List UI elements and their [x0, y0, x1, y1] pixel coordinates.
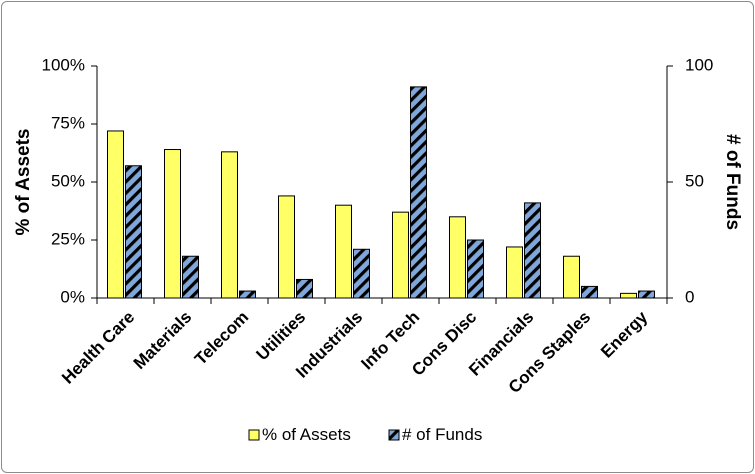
- bar-funds: [182, 255, 199, 299]
- bar-funds: [125, 165, 142, 299]
- right-axis-title: # of Funds: [722, 134, 743, 230]
- category-label: Energy: [597, 307, 652, 362]
- left-axis-title: % of Assets: [13, 129, 34, 236]
- left-tick-label: 25%: [51, 229, 85, 248]
- legend-swatch-funds: [388, 429, 400, 441]
- bar-assets: [563, 255, 580, 299]
- legend-swatch-assets: [248, 429, 260, 441]
- right-tick-label: 0: [685, 287, 694, 306]
- bar-assets: [164, 149, 181, 299]
- bar-funds: [410, 86, 427, 299]
- bar-assets: [620, 292, 637, 299]
- plot-area: 0% 25% 50% 75% 100% 0 50 100 Health CareMaterial…: [42, 55, 714, 397]
- bar-assets: [506, 246, 523, 299]
- right-tick-label: 50: [685, 171, 704, 190]
- bar-assets: [278, 195, 295, 299]
- left-tick-label: 75%: [51, 113, 85, 132]
- bar-assets: [392, 211, 409, 299]
- legend-label-assets: % of Assets: [262, 425, 351, 444]
- right-tick-label: 100: [685, 55, 713, 74]
- bar-assets: [221, 151, 238, 299]
- bar-funds: [296, 278, 313, 299]
- bar-assets: [335, 204, 352, 299]
- bar-assets: [449, 216, 466, 299]
- legend: % of Assets # of Funds: [248, 425, 482, 444]
- category-label: Telecom: [191, 307, 252, 368]
- bar-assets: [107, 130, 124, 299]
- bar-funds: [524, 202, 541, 299]
- legend-label-funds: # of Funds: [402, 425, 482, 444]
- left-tick-label: 0%: [60, 287, 85, 306]
- left-tick-label: 100%: [42, 55, 85, 74]
- bar-funds: [638, 290, 655, 299]
- bar-funds: [353, 248, 370, 299]
- left-tick-label: 50%: [51, 171, 85, 190]
- bar-funds: [581, 285, 598, 299]
- bar-funds: [239, 290, 256, 299]
- category-label: Utilities: [252, 307, 309, 364]
- bar-funds: [467, 239, 484, 299]
- category-label: Materials: [130, 307, 196, 373]
- category-label: Health Care: [58, 307, 138, 387]
